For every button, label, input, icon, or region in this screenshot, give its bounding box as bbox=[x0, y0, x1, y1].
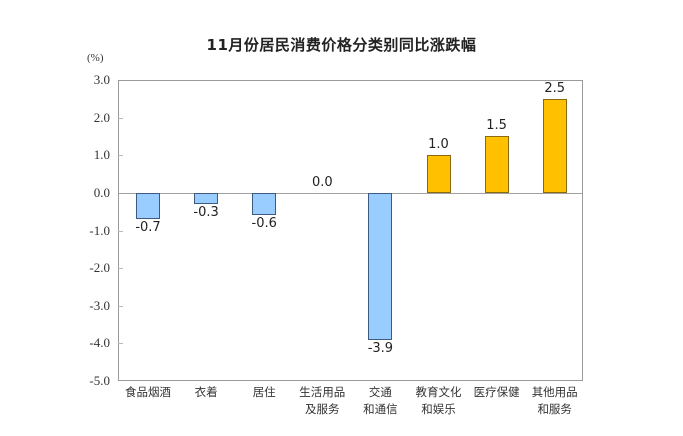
bar-value-label: 1.0 bbox=[428, 137, 449, 153]
y-tick-label: 1.0 bbox=[93, 147, 110, 163]
zero-baseline bbox=[118, 193, 583, 194]
y-tick-label: 2.0 bbox=[93, 109, 110, 125]
bar-value-label: -3.9 bbox=[367, 340, 394, 356]
x-category-label: 居住 bbox=[233, 384, 295, 401]
x-category-label: 生活用品 及服务 bbox=[291, 384, 353, 418]
bar bbox=[484, 136, 509, 193]
bar bbox=[252, 192, 277, 216]
x-category-label: 交通 和通信 bbox=[349, 384, 411, 418]
bar-value-label: 1.5 bbox=[486, 118, 507, 134]
x-category-label-line: 和通信 bbox=[363, 402, 398, 416]
x-category-label-line: 生活用品 bbox=[299, 385, 346, 399]
bar-value-label: -0.6 bbox=[251, 216, 277, 232]
y-tick-mark bbox=[118, 231, 123, 232]
y-axis-unit: (%) bbox=[87, 52, 104, 64]
chart-title: 11月份居民消费价格分类别同比涨跌幅 bbox=[206, 36, 477, 54]
x-category-label-line: 居住 bbox=[252, 385, 276, 399]
bar bbox=[194, 192, 219, 205]
bar-value-label: 2.5 bbox=[544, 80, 566, 96]
bar bbox=[368, 192, 393, 340]
y-tick-mark bbox=[118, 155, 123, 156]
x-category-label-line: 食品烟酒 bbox=[125, 385, 171, 399]
x-category-label-line: 医疗保健 bbox=[473, 385, 520, 399]
y-tick-label: 3.0 bbox=[93, 72, 110, 87]
y-tick-label: 0.0 bbox=[93, 184, 110, 200]
y-tick-mark bbox=[118, 306, 123, 307]
x-category-label: 衣着 bbox=[175, 384, 237, 401]
bar-value-label: -0.7 bbox=[135, 220, 161, 236]
y-tick-label: -4.0 bbox=[89, 335, 110, 351]
x-category-label-line: 和娱乐 bbox=[421, 402, 456, 416]
y-tick-label: -5.0 bbox=[89, 373, 110, 388]
plot-area bbox=[118, 80, 583, 381]
x-category-label-line: 和服务 bbox=[537, 402, 572, 416]
x-category-label-line: 及服务 bbox=[305, 402, 340, 416]
bar-value-label: -0.3 bbox=[193, 205, 219, 221]
y-tick-label: -3.0 bbox=[89, 297, 110, 313]
y-tick-label: -1.0 bbox=[89, 222, 110, 238]
bar bbox=[426, 155, 451, 193]
x-category-label-line: 其他用品 bbox=[531, 385, 578, 399]
bar-value-label: 0.0 bbox=[311, 174, 333, 190]
x-category-label: 其他用品 和服务 bbox=[524, 384, 586, 418]
x-category-label: 食品烟酒 bbox=[117, 384, 179, 401]
bar bbox=[136, 192, 160, 220]
x-category-label: 医疗保健 bbox=[466, 384, 528, 401]
y-tick-mark bbox=[118, 118, 123, 119]
x-category-label-line: 教育文化 bbox=[415, 385, 462, 399]
y-tick-label: -2.0 bbox=[89, 260, 110, 276]
y-tick-mark bbox=[118, 343, 123, 344]
x-category-label: 教育文化 和娱乐 bbox=[408, 384, 470, 418]
x-category-label-line: 交通 bbox=[368, 385, 392, 399]
bar bbox=[542, 98, 567, 193]
x-category-label-line: 衣着 bbox=[194, 385, 218, 399]
y-tick-mark bbox=[118, 268, 123, 269]
